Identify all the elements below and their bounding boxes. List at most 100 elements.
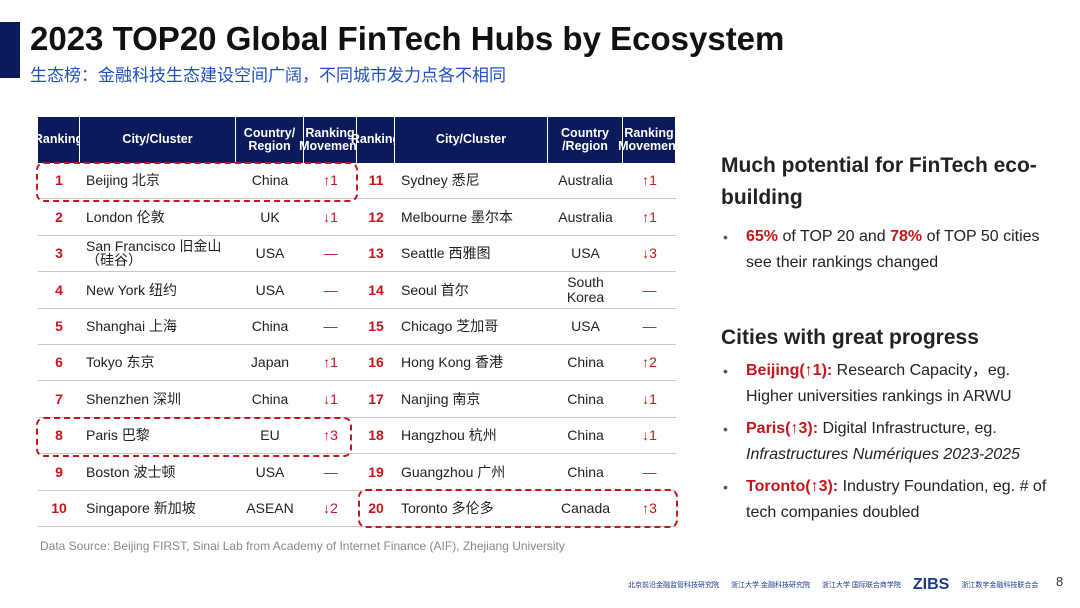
country: USA [548,309,623,345]
country: China [236,309,304,345]
heading: Cities with great progress [721,326,979,349]
column-header: Ranking [351,117,400,163]
bullet: 65% of TOP 20 and 78% of TOP 50 cities s… [721,224,1061,276]
rank: 14 [357,272,395,309]
movement: ↓1 [623,381,676,418]
rank: 4 [38,272,80,309]
highlight-box [36,162,358,202]
column-header: Ranking [34,117,83,163]
country: USA [236,272,304,309]
text: of TOP 50 cities see their rankings chan… [746,228,1040,271]
city: Chicago 芝加哥 [395,309,548,345]
rank: 18 [357,418,395,455]
bullet: Toronto(↑3): Industry Foundation, eg. # … [721,474,1061,526]
country: China [548,418,623,455]
movement: — [623,454,676,491]
heading: Much potential for FinTech eco-building [721,154,1037,209]
city: Beijing(↑1): [746,362,833,379]
rank: 12 [357,199,395,236]
logo: 浙江大学 国际联合商学院 [821,582,901,589]
city: Beijing 北京 [80,163,236,200]
movement: ↑3 [304,418,357,455]
movement: ↑2 [623,345,676,382]
city: Shenzhen 深圳 [80,381,236,418]
city: Paris(↑3): [746,420,819,437]
movement: — [304,309,357,345]
city: Seattle 西雅图 [395,236,548,273]
highlight-box [358,489,678,528]
movement: — [304,236,357,273]
rank: 17 [357,381,395,418]
rank: 2 [38,199,80,236]
text: of TOP 20 and [778,228,891,245]
movement: ↓1 [623,418,676,455]
insight-panel: Much potential for FinTech eco-building … [721,150,1061,526]
source: Data Source: Beijing FIRST, Sinai Lab fr… [40,539,565,553]
rank: 7 [38,381,80,418]
country: USA [236,236,304,273]
title: 2023 TOP20 Global FinTech Hubs by Ecosys… [30,20,785,57]
city: Tokyo 东京 [80,345,236,382]
stat: 65% [746,228,779,245]
column-header: Ranking Movement [299,117,361,163]
rank: 13 [357,236,395,273]
bullet: Paris(↑3): Digital Infrastructure, eg. I… [721,416,1061,468]
rank: 6 [38,345,80,382]
city: Paris 巴黎 [80,418,236,455]
column-header: Country/ Region [236,117,304,163]
logo: 浙江大学 金融科技研究院 [731,582,810,589]
rank: 9 [38,454,80,491]
logo: ZIBS [912,576,950,593]
city: New York 纽约 [80,272,236,309]
city: Nanjing 南京 [395,381,548,418]
rank: 16 [357,345,395,382]
movement: — [304,454,357,491]
logo: 北京前沿金融监管科技研究院 [628,582,719,589]
city: Shanghai 上海 [80,309,236,345]
country: ASEAN [236,491,304,527]
city: Toronto(↑3): [746,478,839,495]
column-header: Ranking Movement [618,117,680,163]
rank: 3 [38,236,80,273]
movement: — [623,309,676,345]
country: Australia [548,199,623,236]
subtitle: 生态榜：金融科技生态建设空间广阔，不同城市发力点各不相同 [30,66,506,85]
movement: ↑1 [623,163,676,200]
country: China [236,381,304,418]
text: Infrastructures Numériques 2023-2025 [746,446,1020,463]
column-header: City/Cluster [80,117,236,163]
movement: ↓2 [304,491,357,527]
city: Hong Kong 香港 [395,345,548,382]
city: Seoul 首尔 [395,272,548,309]
text: Research Capacity，eg. Higher universitie… [746,362,1012,405]
logo: 浙江数字金融科技联合会 [961,582,1039,589]
city: Guangzhou 广州 [395,454,548,491]
movement: — [304,272,357,309]
country: China [236,163,304,200]
highlight-box [36,417,352,457]
country: USA [548,236,623,273]
city: San Francisco 旧金山（硅谷） [80,236,236,273]
bullet: Beijing(↑1): Research Capacity，eg. Highe… [721,358,1061,410]
country: China [548,381,623,418]
country: South Korea [548,272,623,309]
city: Boston 波士顿 [80,454,236,491]
page-number: 8 [1056,574,1064,589]
column-header: Country /Region [548,117,623,163]
movement: ↓1 [304,381,357,418]
city: Hangzhou 杭州 [395,418,548,455]
country: China [548,345,623,382]
movement: ↑1 [304,163,357,200]
text: Digital Infrastructure, eg. [818,420,997,437]
title-bar [0,22,20,78]
rank: 15 [357,309,395,345]
column-header: City/Cluster [395,117,548,163]
country: Japan [236,345,304,382]
rank: 10 [38,491,80,527]
city: Singapore 新加坡 [80,491,236,527]
country: USA [236,454,304,491]
movement: ↑1 [623,199,676,236]
city: London 伦敦 [80,199,236,236]
rank: 8 [38,418,80,455]
movement: ↓3 [623,236,676,273]
